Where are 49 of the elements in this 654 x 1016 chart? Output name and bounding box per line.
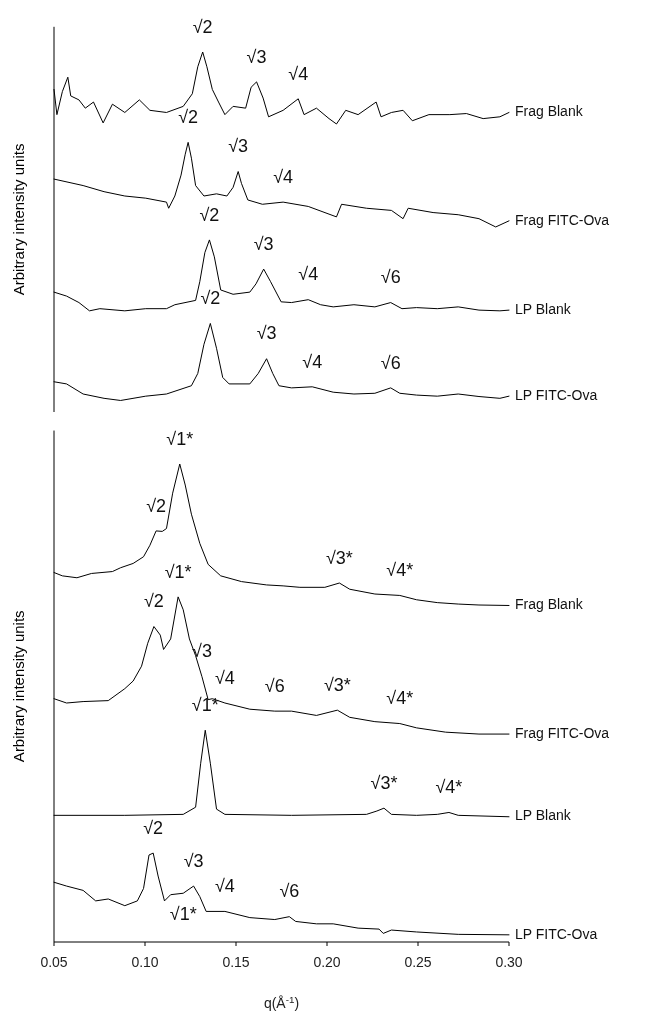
annotation: √4 [298,264,319,285]
annotation: √4 [214,876,235,897]
annotation: √2 [143,817,164,838]
annotation: √4* [386,688,414,709]
series-label: LP Blank [515,300,572,317]
series-label: LP Blank [515,807,572,824]
annotation: √3* [370,772,398,793]
x-tick-label: 0.20 [313,954,341,970]
annotation: √3 [183,850,204,871]
x-tick-label: 0.10 [131,954,159,970]
annotation: √6 [380,267,401,288]
x-tick-label: 0.15 [222,954,250,970]
annotation: √4 [273,166,294,187]
annotation: √6 [279,881,300,902]
annotation: √4 [302,351,323,372]
annotation: √3 [246,46,267,67]
y-axis-title: Arbitrary intensity units [10,143,27,296]
annotation: √2 [192,16,213,37]
annotation: √6 [264,675,285,696]
annotation: √3* [325,547,353,568]
annotation: √1* [164,561,192,582]
y-axis-title: Arbitrary intensity units [10,610,27,763]
annotation: √6 [380,352,401,373]
annotation: √2 [143,591,164,612]
annotation: √4 [214,667,235,688]
annotation: √4* [386,560,414,581]
annotation: √2 [199,204,220,225]
series-label: Frag FITC-Ova [515,211,610,228]
annotation: √4* [435,777,463,798]
annotation: √3 [256,323,277,344]
series-label: LP FITC-Ova [515,925,598,942]
series-label: Frag FITC-Ova [515,724,610,741]
annotation: √2 [146,495,167,516]
series-label: Frag Blank [515,103,584,120]
x-axis-title: q(Å$^{-1}$) [263,993,300,1011]
annotation: √3* [323,674,351,695]
annotation: √1* [169,903,197,924]
x-tick-label: 0.25 [404,954,432,970]
annotation: √2 [178,107,199,128]
series-label: Frag Blank [515,596,584,613]
annotation: √3 [228,136,249,157]
x-tick-label: 0.30 [495,954,523,970]
annotation: √3 [253,233,274,254]
annotation: √1* [191,695,219,715]
annotation: √4 [288,63,309,84]
series-label: LP FITC-Ova [515,386,598,403]
x-tick-label: 0.05 [40,954,68,970]
annotation: √2 [200,288,221,309]
annotation: √1* [166,428,194,449]
